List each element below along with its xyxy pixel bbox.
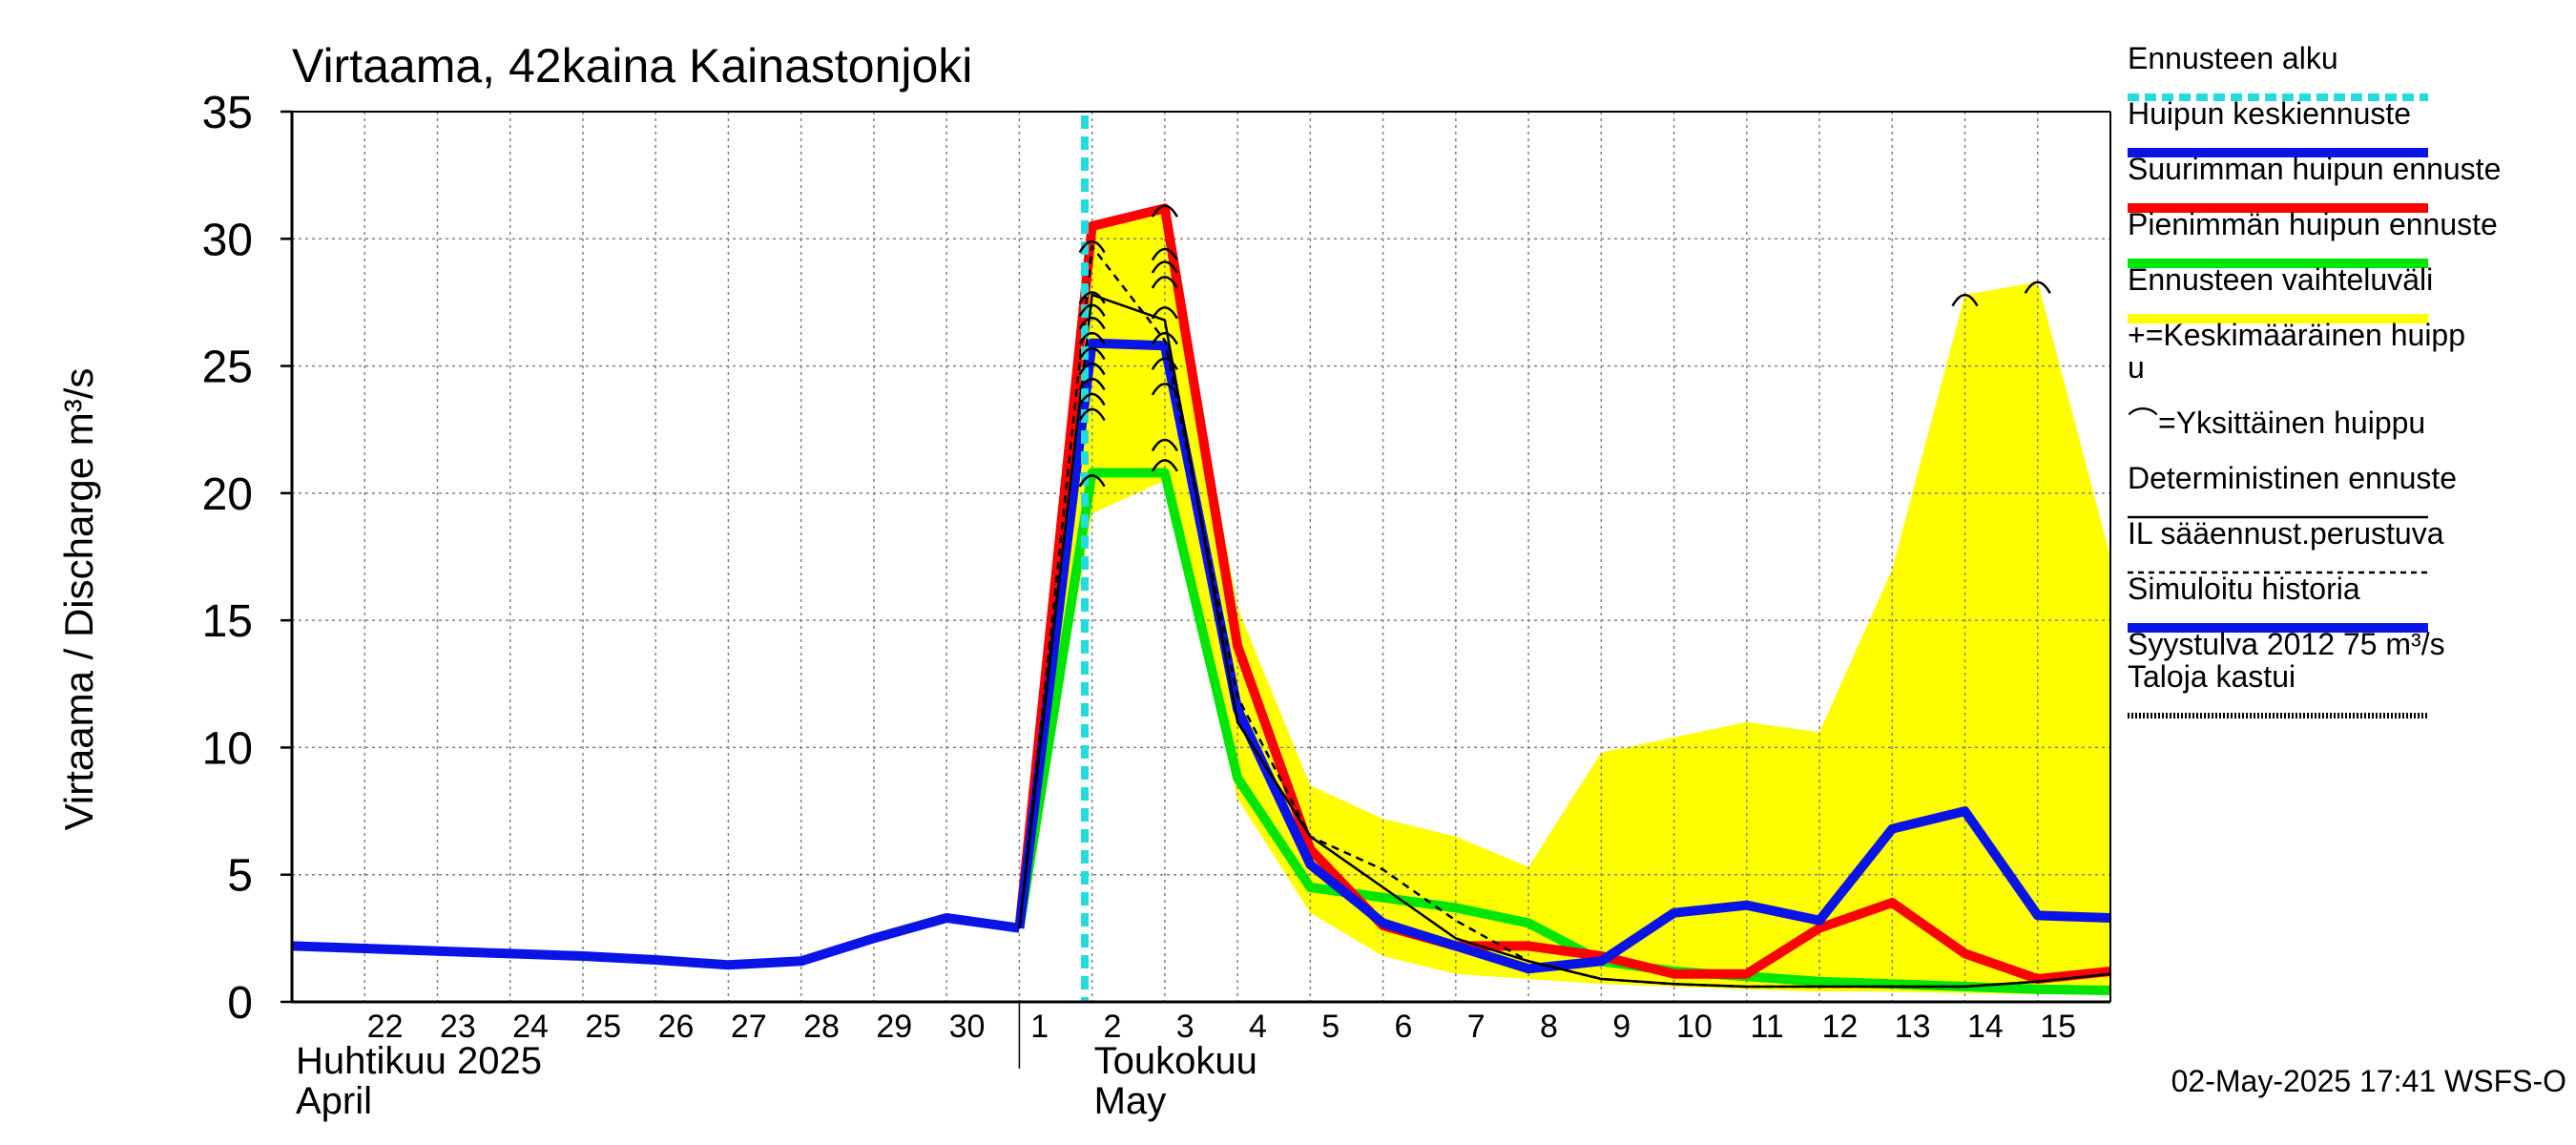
legend-label-range: Ennusteen vaihteluväli [2128, 262, 2433, 297]
single-peak-marker [1151, 247, 1178, 261]
single-peak-marker [1078, 377, 1106, 391]
single-peak-marker [1078, 316, 1106, 330]
y-tick-label: 25 [202, 343, 253, 393]
single-peak-marker [1151, 438, 1178, 452]
y-tick-label: 35 [202, 88, 253, 138]
single-peak-marker [1151, 331, 1178, 345]
legend: Ennusteen alku Huipun keskiennuste Suurimm… [2128, 41, 2501, 718]
single-peak-marker [1151, 383, 1178, 396]
single-peak-marker [2024, 281, 2051, 294]
x-tick-label: 24 [512, 1009, 549, 1045]
x-tick-label: 27 [731, 1009, 767, 1045]
x-tick-label: 22 [367, 1009, 404, 1045]
x-tick-label: 4 [1249, 1009, 1267, 1045]
single-peak-marker [1151, 306, 1178, 320]
y-tick-label: 15 [202, 596, 253, 647]
x-tick-label: 11 [1750, 1009, 1783, 1045]
single-peak-marker [1078, 407, 1106, 422]
x-tick-label: 3 [1176, 1009, 1195, 1045]
y-tick-label: 30 [202, 215, 253, 265]
x-tick-label: 14 [1967, 1009, 2004, 1045]
single-peak-marker [1151, 459, 1178, 472]
legend-label-deterministic: Deterministinen ennuste [2128, 461, 2457, 495]
month-label: Toukokuu [1094, 1040, 1257, 1082]
legend-label-flood_ref: Taloja kastui [2128, 659, 2296, 694]
series-line-il_based [1018, 245, 2111, 989]
single-peak-marker [1151, 260, 1178, 274]
single-peak-marker [1078, 392, 1106, 406]
y-tick-label: 5 [227, 851, 253, 902]
single-peak-marker [1078, 346, 1106, 361]
single-peak-marker [1078, 331, 1106, 345]
x-tick-label: 13 [1895, 1009, 1931, 1045]
legend-label-il_based: IL sääennust.perustuva [2128, 516, 2444, 551]
x-tick-label: 2 [1104, 1009, 1122, 1045]
legend-label-max_peak: Suurimman huipun ennuste [2128, 152, 2501, 186]
single-peak-marker [1951, 293, 1979, 307]
series-layer [291, 115, 2111, 1002]
x-tick-label: 7 [1467, 1009, 1485, 1045]
legend-label-avg_peak_marker: u [2128, 350, 2145, 385]
x-tick-label: 12 [1821, 1009, 1858, 1045]
x-tick-label: 10 [1676, 1009, 1713, 1045]
x-tick-label: 28 [803, 1009, 840, 1045]
y-tick-label: 10 [202, 723, 253, 774]
x-tick-label: 9 [1612, 1009, 1631, 1045]
x-tick-label: 8 [1540, 1009, 1558, 1045]
x-tick-label: 23 [440, 1009, 476, 1045]
x-tick-label: 25 [585, 1009, 621, 1045]
single-peak-marker [1078, 291, 1106, 304]
timestamp: 02-May-2025 17:41 WSFS-O [2171, 1064, 2566, 1098]
single-peak-marker [1078, 239, 1106, 254]
legend-label-min_peak: Pienimmän huipun ennuste [2128, 207, 2498, 241]
series-line-min_peak [1014, 468, 2111, 995]
single-peak-marker [1151, 357, 1178, 370]
month-label-en: April [296, 1080, 372, 1122]
x-tick-label: 26 [658, 1009, 695, 1045]
x-tick-label: 29 [876, 1009, 912, 1045]
y-axis-label: Virtaama / Discharge m³/s [56, 368, 101, 831]
series-line-simulated [291, 913, 1021, 970]
peak-marker-layer [1078, 204, 2051, 488]
y-tick-label: 20 [202, 469, 253, 520]
month-label: Huhtikuu 2025 [296, 1040, 542, 1082]
x-tick-label: 15 [2040, 1009, 2076, 1045]
month-label-en: May [1094, 1080, 1167, 1122]
legend-label-simulated: Simuloitu historia [2128, 572, 2360, 606]
single-peak-marker [1151, 204, 1178, 218]
y-tick-label: 0 [227, 978, 253, 1029]
single-peak-marker [1078, 362, 1106, 376]
x-tick-label: 5 [1321, 1009, 1340, 1045]
chart-title: Virtaama, 42kaina Kainastonjoki [292, 39, 972, 93]
series-line-max_peak [1014, 203, 2111, 984]
x-tick-label: 30 [949, 1009, 986, 1045]
legend-label-flood_ref: Syystulva 2012 75 m³/s [2128, 627, 2445, 661]
single-peak-marker [1078, 303, 1106, 317]
legend-label-avg_peak_marker: +=Keskimääräinen huipp [2128, 318, 2465, 352]
x-tick-label: 1 [1030, 1009, 1049, 1045]
legend-label-mean_peak: Huipun keskiennuste [2128, 96, 2411, 131]
legend-label-single_peak_marker: ⌒=Yksittäinen huippu [2128, 406, 2425, 440]
single-peak-marker [1151, 276, 1178, 289]
single-peak-marker [1078, 474, 1106, 488]
legend-label-forecast_start: Ennusteen alku [2128, 41, 2338, 75]
x-tick-label: 6 [1394, 1009, 1412, 1045]
